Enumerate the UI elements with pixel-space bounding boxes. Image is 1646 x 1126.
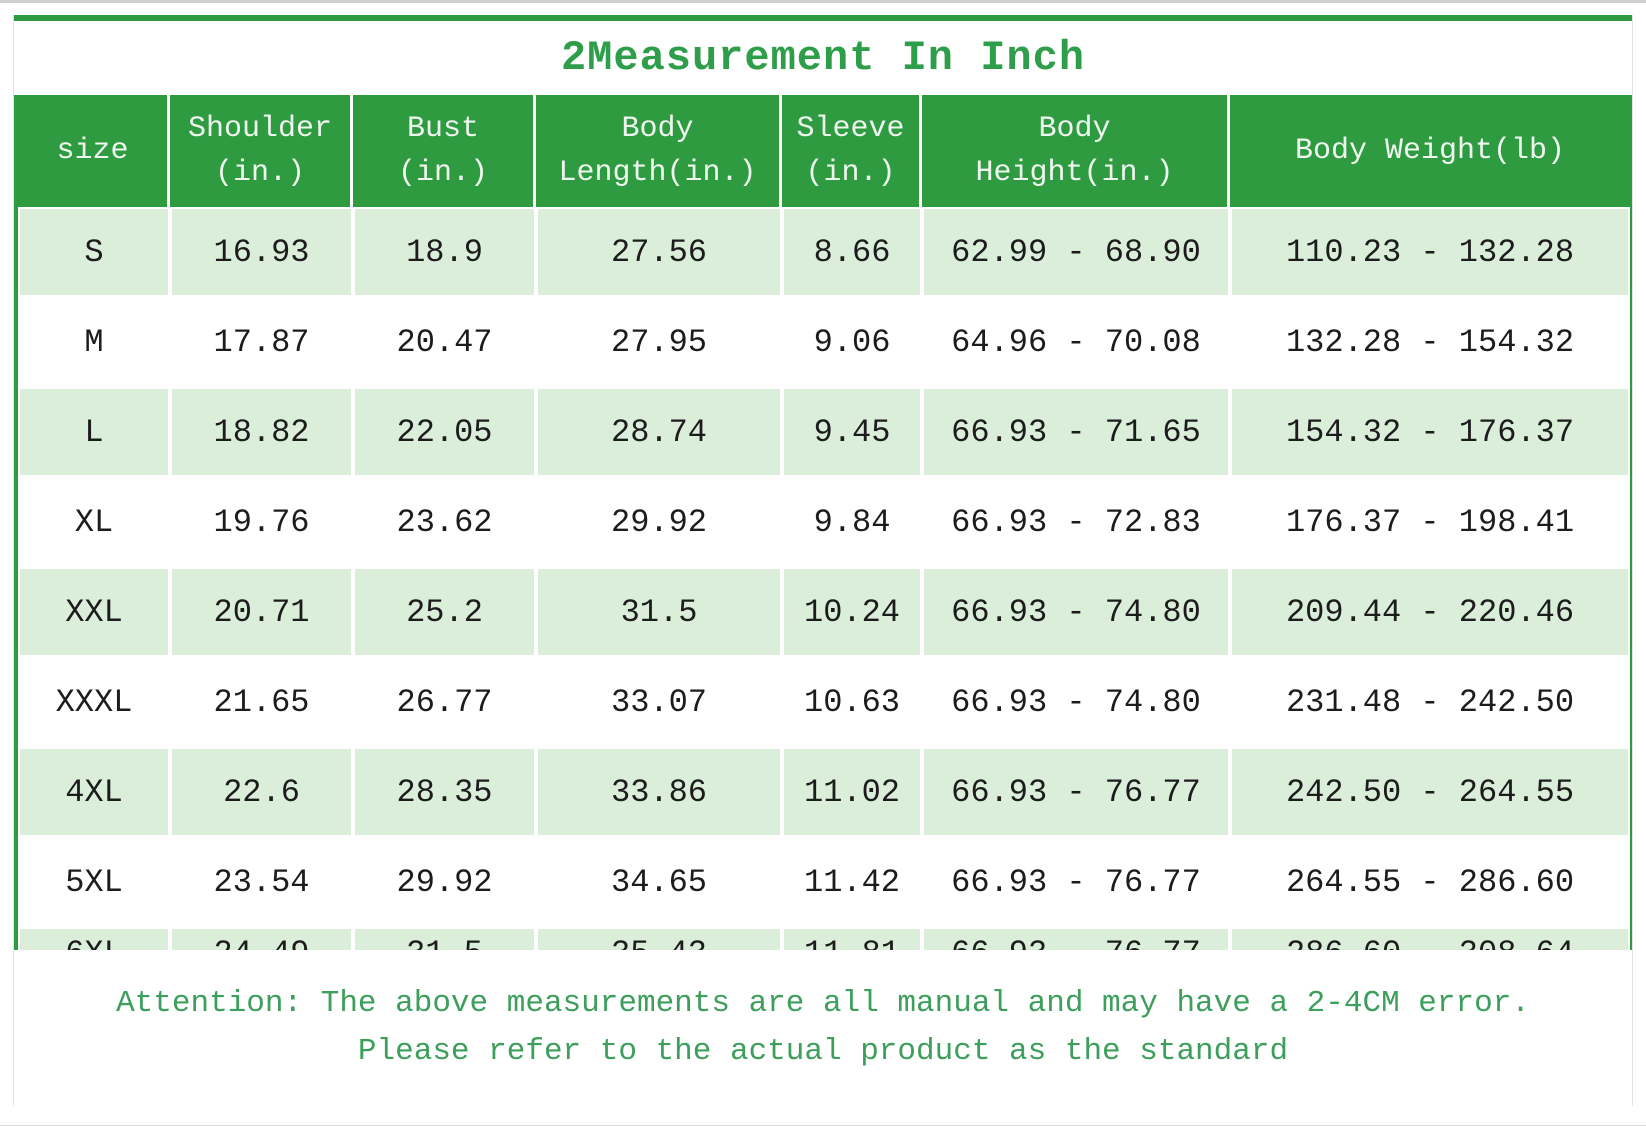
bust-cell: 25.2	[353, 567, 536, 657]
body-length-cell: 33.86	[536, 747, 782, 837]
size-cell: L	[18, 387, 170, 477]
body-length-cell: 27.56	[536, 207, 782, 297]
body-weight-cell: 242.50 - 264.55	[1230, 747, 1630, 837]
size-cell: M	[18, 297, 170, 387]
body-weight-cell: 154.32 - 176.37	[1230, 387, 1630, 477]
table-row-m: M 17.87 20.47 27.95 9.06 64.96 - 70.08 1…	[18, 297, 1630, 387]
table-row-xxxl: XXXL 21.65 26.77 33.07 10.63 66.93 - 74.…	[18, 657, 1630, 747]
page-title: 2Measurement In Inch	[560, 34, 1086, 82]
size-chart-sheet: 2Measurement In Inch size Shoulder (in.)…	[13, 15, 1633, 984]
column-header-body-weight: Body Weight(lb)	[1230, 95, 1630, 207]
body-height-cell: 66.93 - 76.77	[922, 837, 1230, 927]
body-weight-cell: 209.44 - 220.46	[1230, 567, 1630, 657]
bust-cell: 20.47	[353, 297, 536, 387]
attention-note-line-1: Attention: The above measurements are al…	[116, 986, 1530, 1021]
title-bar: 2Measurement In Inch	[14, 21, 1632, 95]
body-length-cell: 33.07	[536, 657, 782, 747]
size-cell: S	[18, 207, 170, 297]
size-table-box: size Shoulder (in.) Bust (in.) Body Leng…	[14, 95, 1632, 984]
body-weight-cell: 110.23 - 132.28	[1230, 207, 1630, 297]
shoulder-cell: 18.82	[170, 387, 353, 477]
table-row-4xl: 4XL 22.6 28.35 33.86 11.02 66.93 - 76.77…	[18, 747, 1630, 837]
body-height-cell: 62.99 - 68.90	[922, 207, 1230, 297]
sleeve-cell: 10.63	[782, 657, 922, 747]
size-cell: 5XL	[18, 837, 170, 927]
sleeve-cell: 9.06	[782, 297, 922, 387]
attention-note: Attention: The above measurements are al…	[13, 950, 1633, 1106]
sleeve-cell: 9.84	[782, 477, 922, 567]
sleeve-cell: 8.66	[782, 207, 922, 297]
bust-cell: 23.62	[353, 477, 536, 567]
top-border-line	[14, 15, 1632, 21]
table-row-l: L 18.82 22.05 28.74 9.45 66.93 - 71.65 1…	[18, 387, 1630, 477]
column-header-size: size	[18, 95, 170, 207]
body-length-cell: 34.65	[536, 837, 782, 927]
column-header-bust: Bust (in.)	[353, 95, 536, 207]
body-height-cell: 66.93 - 71.65	[922, 387, 1230, 477]
column-header-shoulder: Shoulder (in.)	[170, 95, 353, 207]
body-weight-cell: 132.28 - 154.32	[1230, 297, 1630, 387]
sleeve-cell: 9.45	[782, 387, 922, 477]
table-row-s: S 16.93 18.9 27.56 8.66 62.99 - 68.90 11…	[18, 207, 1630, 297]
body-weight-cell: 176.37 - 198.41	[1230, 477, 1630, 567]
size-cell: XL	[18, 477, 170, 567]
column-header-sleeve: Sleeve (in.)	[782, 95, 922, 207]
shoulder-cell: 23.54	[170, 837, 353, 927]
sleeve-cell: 10.24	[782, 567, 922, 657]
size-cell: 4XL	[18, 747, 170, 837]
bust-cell: 18.9	[353, 207, 536, 297]
body-length-cell: 27.95	[536, 297, 782, 387]
size-cell: XXL	[18, 567, 170, 657]
table-row-xxl: XXL 20.71 25.2 31.5 10.24 66.93 - 74.80 …	[18, 567, 1630, 657]
shoulder-cell: 19.76	[170, 477, 353, 567]
body-length-cell: 29.92	[536, 477, 782, 567]
body-height-cell: 66.93 - 72.83	[922, 477, 1230, 567]
size-cell: XXXL	[18, 657, 170, 747]
shoulder-cell: 20.71	[170, 567, 353, 657]
table-body: S 16.93 18.9 27.56 8.66 62.99 - 68.90 11…	[18, 207, 1630, 977]
table-header: size Shoulder (in.) Bust (in.) Body Leng…	[18, 95, 1630, 207]
body-height-cell: 66.93 - 74.80	[922, 657, 1230, 747]
shoulder-cell: 16.93	[170, 207, 353, 297]
body-height-cell: 64.96 - 70.08	[922, 297, 1230, 387]
shoulder-cell: 21.65	[170, 657, 353, 747]
sleeve-cell: 11.02	[782, 747, 922, 837]
bust-cell: 22.05	[353, 387, 536, 477]
body-length-cell: 31.5	[536, 567, 782, 657]
bust-cell: 28.35	[353, 747, 536, 837]
body-height-cell: 66.93 - 76.77	[922, 747, 1230, 837]
header-row: size Shoulder (in.) Bust (in.) Body Leng…	[18, 95, 1630, 207]
bust-cell: 29.92	[353, 837, 536, 927]
column-header-body-length: Body Length(in.)	[536, 95, 782, 207]
shoulder-cell: 17.87	[170, 297, 353, 387]
body-weight-cell: 231.48 - 242.50	[1230, 657, 1630, 747]
body-length-cell: 28.74	[536, 387, 782, 477]
body-weight-cell: 264.55 - 286.60	[1230, 837, 1630, 927]
bust-cell: 26.77	[353, 657, 536, 747]
table-row-xl: XL 19.76 23.62 29.92 9.84 66.93 - 72.83 …	[18, 477, 1630, 567]
table-row-5xl: 5XL 23.54 29.92 34.65 11.42 66.93 - 76.7…	[18, 837, 1630, 927]
sleeve-cell: 11.42	[782, 837, 922, 927]
shoulder-cell: 22.6	[170, 747, 353, 837]
size-table: size Shoulder (in.) Bust (in.) Body Leng…	[18, 95, 1630, 977]
body-height-cell: 66.93 - 74.80	[922, 567, 1230, 657]
column-header-body-height: Body Height(in.)	[922, 95, 1230, 207]
attention-note-line-2: Please refer to the actual product as th…	[357, 1034, 1289, 1069]
